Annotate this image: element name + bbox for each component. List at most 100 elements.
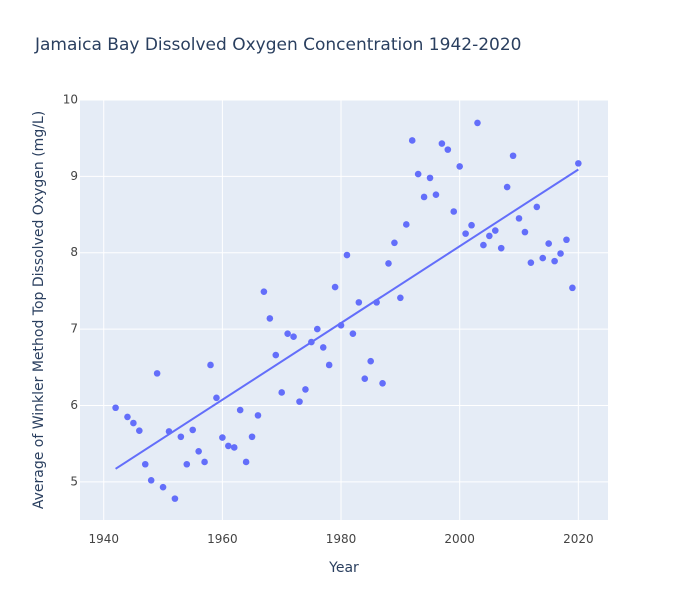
data-point	[153, 370, 161, 377]
x-axis-title: Year	[328, 560, 359, 576]
data-point	[379, 380, 386, 387]
data-point	[509, 152, 517, 160]
data-point	[171, 495, 179, 502]
data-point	[225, 442, 232, 450]
data-point	[213, 394, 220, 402]
data-point	[183, 460, 191, 468]
data-point	[355, 299, 363, 306]
data-point	[236, 406, 244, 414]
y-tick-label: 6	[70, 398, 78, 412]
data-point	[272, 351, 280, 359]
data-point	[242, 458, 250, 466]
data-point	[474, 119, 481, 127]
data-point	[450, 208, 458, 215]
data-point	[325, 361, 333, 369]
data-point	[444, 146, 452, 153]
data-point	[278, 389, 286, 396]
data-point	[165, 428, 173, 435]
data-point	[438, 140, 446, 147]
data-point	[402, 221, 410, 228]
data-point	[314, 325, 321, 333]
data-point	[408, 137, 416, 144]
x-tick-label: 1940	[88, 532, 119, 546]
y-tick-label: 7	[70, 322, 78, 336]
trendline	[115, 168, 579, 470]
data-point	[373, 299, 380, 306]
data-point	[337, 321, 345, 329]
data-point	[254, 412, 262, 419]
data-point	[462, 230, 469, 237]
data-point	[248, 433, 256, 441]
data-point	[456, 163, 463, 170]
data-point	[130, 419, 137, 427]
data-point	[124, 413, 131, 421]
x-tick-label: 2000	[444, 532, 475, 546]
data-point	[189, 426, 197, 434]
data-point	[219, 434, 226, 441]
data-point	[141, 460, 149, 468]
data-point	[319, 344, 327, 351]
trendline-layer	[115, 168, 579, 470]
data-point	[361, 375, 369, 383]
data-point	[260, 288, 268, 295]
x-tick-label: 2020	[563, 532, 594, 546]
data-point	[230, 444, 238, 451]
data-point	[112, 404, 119, 412]
data-point	[349, 330, 357, 337]
x-tick-label: 1960	[207, 532, 238, 546]
data-point	[308, 338, 315, 346]
data-point	[575, 160, 582, 167]
x-axis-ticks: 1940 1960 1980 2000 2020	[88, 532, 593, 546]
grid	[80, 99, 608, 520]
y-axis-ticks: 5 6 7 8 9 10	[63, 93, 78, 489]
data-point	[468, 221, 475, 229]
data-point	[491, 227, 499, 234]
chart-title: Jamaica Bay Dissolved Oxygen Concentrati…	[34, 35, 521, 55]
data-point	[426, 174, 434, 182]
data-point	[503, 183, 511, 191]
data-point	[331, 283, 339, 291]
data-point	[195, 447, 202, 455]
data-point	[201, 458, 208, 466]
data-point	[539, 254, 547, 262]
data-point	[533, 203, 541, 211]
data-point	[497, 244, 505, 252]
data-point	[159, 483, 167, 491]
data-point	[420, 193, 428, 201]
data-point	[343, 251, 351, 259]
data-point	[385, 260, 392, 267]
data-point	[480, 241, 487, 249]
data-point	[414, 170, 422, 178]
data-point	[296, 398, 303, 405]
data-point	[177, 433, 185, 441]
y-tick-label: 9	[70, 169, 78, 183]
data-point	[147, 476, 155, 484]
y-tick-label: 8	[70, 245, 78, 259]
data-point	[515, 215, 523, 222]
data-point	[302, 386, 309, 393]
x-tick-label: 1980	[326, 532, 357, 546]
data-point	[136, 427, 143, 434]
data-point	[563, 236, 570, 244]
data-point	[367, 357, 374, 365]
data-point	[290, 333, 297, 341]
data-point	[551, 257, 558, 265]
data-point	[397, 294, 404, 302]
data-point	[284, 330, 291, 337]
data-point	[527, 259, 535, 266]
y-axis-title: Average of Winkler Method Top Dissolved …	[31, 111, 47, 509]
data-points	[112, 119, 582, 502]
data-point	[266, 315, 274, 322]
data-point	[545, 240, 552, 247]
data-point	[486, 232, 493, 240]
plot-area	[80, 100, 608, 520]
data-point	[557, 250, 564, 257]
data-point	[521, 228, 529, 236]
y-tick-label: 5	[70, 474, 78, 488]
data-point	[207, 361, 214, 369]
y-tick-label: 10	[63, 93, 78, 107]
data-point	[391, 239, 398, 247]
data-point	[569, 284, 576, 292]
